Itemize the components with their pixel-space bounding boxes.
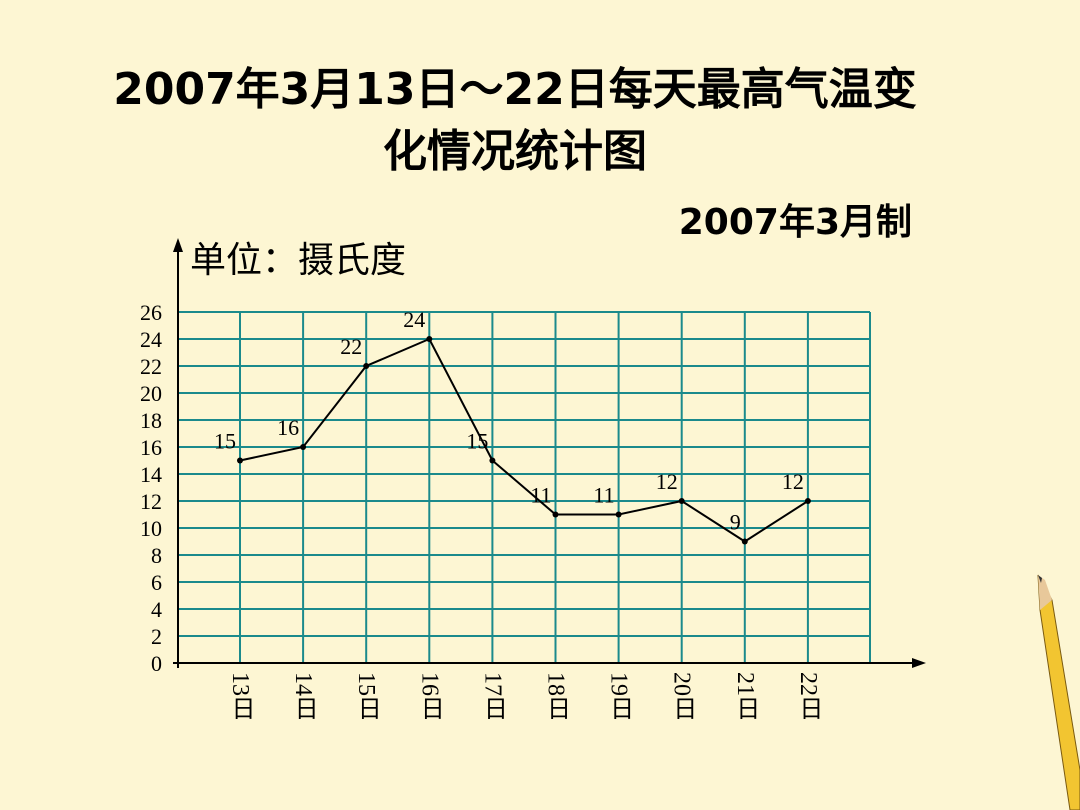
y-axis-arrow bbox=[173, 238, 183, 252]
chart-title: 2007年3月13日～22日每天最高气温变 bbox=[113, 64, 917, 115]
data-point bbox=[552, 511, 559, 518]
x-tick-label: 17日 bbox=[479, 672, 505, 720]
data-point bbox=[678, 498, 685, 504]
y-tick-label: 12 bbox=[140, 489, 162, 514]
x-tick-label: 15日 bbox=[353, 672, 379, 720]
data-point bbox=[426, 336, 433, 342]
y-tick-label: 18 bbox=[140, 408, 162, 433]
y-tick-label: 20 bbox=[140, 381, 162, 406]
x-tick-label: 18日 bbox=[543, 672, 569, 720]
x-tick-label: 16日 bbox=[416, 672, 442, 720]
data-point bbox=[804, 498, 811, 504]
chart-subtitle: 2007年3月制 bbox=[679, 202, 912, 243]
y-tick-label: 0 bbox=[151, 651, 162, 676]
x-tick-label: 14日 bbox=[290, 672, 316, 720]
data-point bbox=[615, 511, 622, 518]
data-point bbox=[741, 538, 748, 545]
y-tick-label: 4 bbox=[151, 597, 162, 622]
y-tick-label: 24 bbox=[140, 327, 162, 352]
data-label: 11 bbox=[530, 483, 551, 508]
x-tick-label: 21日 bbox=[732, 672, 758, 720]
y-axis-label: 单位：摄氏度 bbox=[190, 240, 406, 281]
data-label: 15 bbox=[214, 429, 236, 454]
chart-title: 化情况统计图 bbox=[383, 126, 647, 177]
data-label: 24 bbox=[403, 307, 425, 332]
data-label: 15 bbox=[466, 429, 488, 454]
y-tick-label: 8 bbox=[151, 543, 162, 568]
data-point bbox=[363, 363, 370, 369]
data-label: 22 bbox=[340, 334, 362, 359]
x-tick-label: 20日 bbox=[669, 672, 695, 720]
y-tick-label: 6 bbox=[151, 570, 162, 595]
y-tick-label: 2 bbox=[151, 624, 162, 649]
data-line bbox=[239, 337, 809, 543]
data-label: 11 bbox=[593, 483, 614, 508]
data-point bbox=[237, 457, 243, 464]
y-tick-label: 10 bbox=[140, 516, 162, 541]
data-point bbox=[300, 444, 307, 450]
data-label: 12 bbox=[656, 469, 678, 494]
x-tick-label: 19日 bbox=[606, 672, 632, 720]
y-tick-label: 26 bbox=[140, 300, 162, 325]
data-label: 9 bbox=[730, 510, 741, 535]
y-tick-label: 22 bbox=[140, 354, 162, 379]
x-tick-label: 22日 bbox=[795, 672, 821, 720]
pencil-decoration bbox=[1037, 574, 1080, 810]
x-axis-arrow bbox=[912, 658, 926, 668]
x-tick-label: 13日 bbox=[227, 672, 253, 720]
data-label: 16 bbox=[277, 415, 299, 440]
y-tick-label: 16 bbox=[140, 435, 162, 460]
y-tick-label: 14 bbox=[140, 462, 162, 487]
data-point bbox=[489, 457, 496, 464]
data-label: 12 bbox=[782, 469, 804, 494]
